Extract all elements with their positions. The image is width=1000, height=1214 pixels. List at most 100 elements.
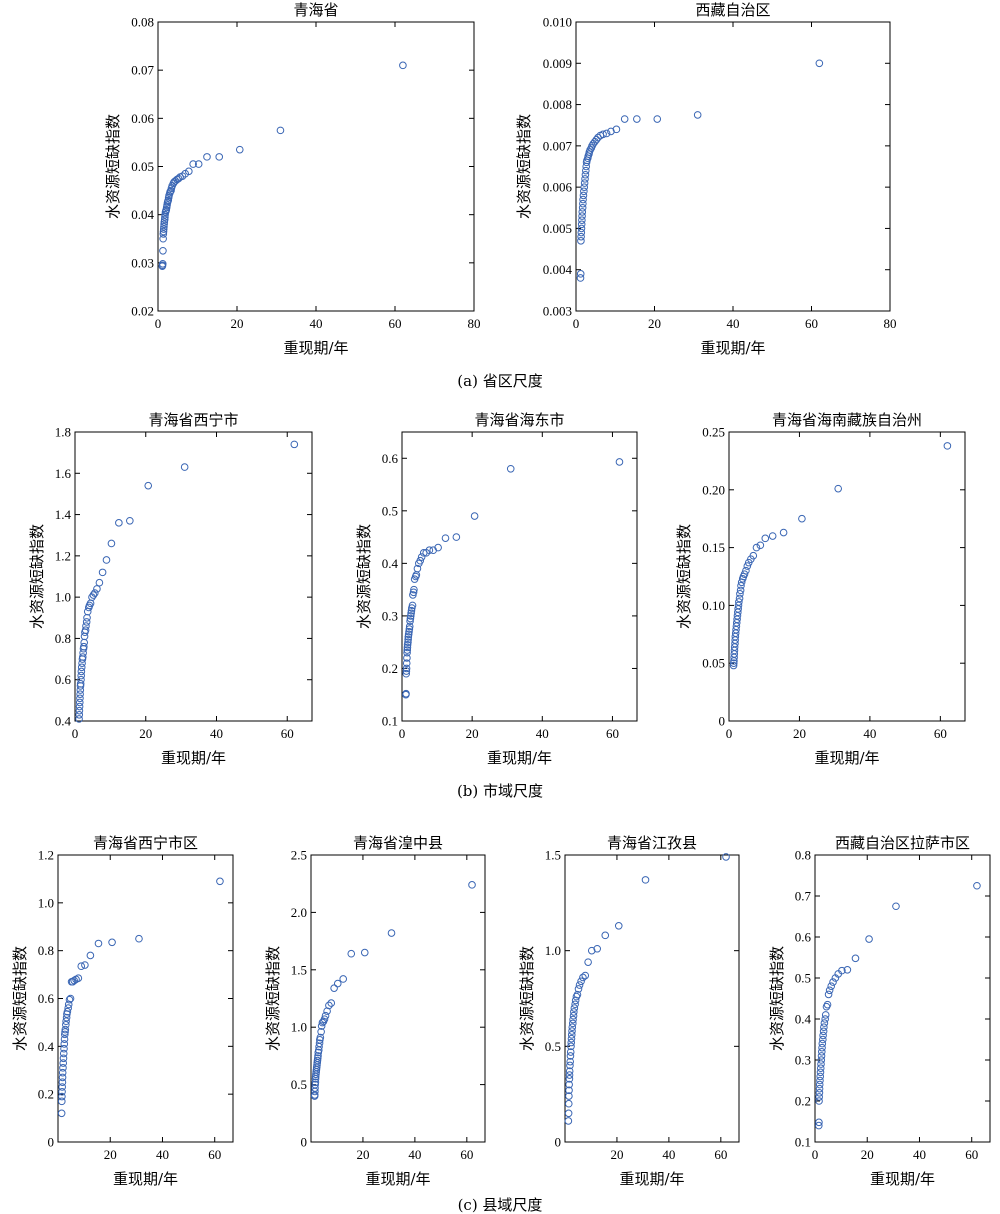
y-tick-label: 0.2 [382,661,398,676]
data-point [973,881,981,890]
y-tick-label: 0.6 [795,930,812,945]
data-point [589,139,598,148]
x-tick-label: 40 [310,316,323,331]
y-tick-label: 0.3 [795,1053,811,1068]
data-point [584,958,592,966]
y-tick-label: 0.3 [382,608,398,623]
data-point [581,170,590,179]
data-point [566,1048,575,1056]
data-point [729,661,738,670]
data-point [579,199,587,208]
data-point [86,951,95,960]
data-point [215,153,224,161]
y-axis-label: 水资源短缺指数 [768,946,786,1051]
data-point [756,541,765,550]
data-point [943,442,952,450]
data-point [577,224,586,233]
y-axis-label: 水资源短缺指数 [28,524,46,629]
data-point [574,985,583,993]
data-point [567,1034,576,1043]
data-point [577,220,586,229]
data-point [814,1121,823,1130]
data-point [815,1093,823,1101]
data-point [569,1011,578,1020]
data-point [115,519,123,527]
data-point [311,1087,319,1096]
data-point [564,1109,573,1118]
data-point [319,1017,328,1026]
data-point [572,992,581,1001]
y-tick-label: 0.10 [702,598,725,613]
data-point [402,690,410,699]
data-point [577,977,585,986]
data-point [821,1011,830,1019]
x-tick-label: 0 [812,1147,819,1162]
x-tick-label: 60 [934,726,947,741]
data-point [729,659,738,668]
data-point [452,533,461,541]
chart-title: 青海省江孜县 [607,834,697,852]
x-tick-label: 40 [863,726,876,741]
data-point [327,999,336,1007]
data-point [737,581,745,590]
data-point [821,1015,829,1023]
data-point [347,949,356,958]
plot-frame [401,431,638,722]
data-point [567,1031,576,1039]
y-tick-label: 0.4 [795,1012,812,1027]
data-point [730,653,738,662]
data-point [441,534,450,542]
data-point [404,633,413,641]
y-tick-label: 1.0 [38,895,54,910]
data-point [76,686,85,694]
data-point [402,669,411,678]
data-point [565,1067,574,1076]
y-tick-label: 0.5 [382,503,398,518]
data-point [578,208,587,216]
data-point [77,667,86,676]
data-point [276,126,285,135]
data-point [565,1071,574,1079]
data-point [576,270,585,278]
x-axis-label: 重现期/年 [113,1170,178,1188]
data-point [62,1017,70,1026]
data-point [614,921,623,930]
y-tick-label: 0.07 [131,63,154,78]
data-point [752,543,761,552]
data-point [743,562,752,570]
data-point [818,1039,827,1048]
data-point [311,1078,320,1087]
data-point [95,578,104,587]
x-tick-label: 60 [389,316,402,331]
data-point [317,1027,325,1036]
data-point [815,1097,823,1105]
data-point [581,971,590,980]
data-point [75,698,84,707]
data-point [159,227,168,236]
data-point [79,644,88,653]
y-tick-label: 0.8 [55,631,71,646]
x-axis-label: 重现期/年 [700,339,765,357]
y-axis-label: 水资源短缺指数 [264,946,282,1051]
plot-frame [57,854,234,1143]
plot-frame [575,21,891,312]
y-tick-label: 1.4 [55,507,72,522]
y-tick-label: 1.2 [55,548,71,563]
caption-a: (a) 省区尺度 [457,372,542,390]
y-tick-label: 1.5 [291,962,307,977]
data-point [582,158,591,167]
y-tick-label: 0.8 [38,943,54,958]
y-tick-label: 0 [301,1135,308,1150]
data-point [65,995,74,1004]
x-axis-label: 重现期/年 [870,1170,935,1188]
chart-title: 西藏自治区 [695,1,770,19]
data-point [578,203,587,212]
data-point [59,1064,67,1072]
y-tick-label: 0.2 [795,1094,811,1109]
data-point [816,1076,824,1085]
x-tick-label: 0 [726,726,733,741]
data-point [318,1018,327,1027]
y-tick-label: 0.03 [131,255,154,270]
x-tick-label: 80 [468,316,481,331]
plot-frame [310,854,486,1143]
